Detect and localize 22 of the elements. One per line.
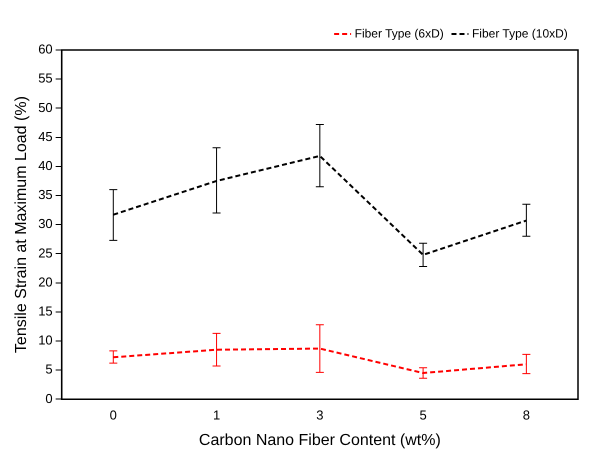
x-tick-label: 8	[522, 408, 530, 423]
y-tick-label: 5	[45, 362, 53, 377]
x-axis-title: Carbon Nano Fiber Content (wt%)	[198, 432, 441, 449]
y-tick-label: 45	[38, 128, 53, 144]
y-axis-title: Tensile Strain at Maximum Load (%)	[13, 96, 30, 354]
x-tick-label: 5	[419, 408, 427, 423]
legend-label: Fiber Type (6xD)	[354, 26, 444, 40]
y-tick-label: 0	[45, 390, 53, 406]
x-tick-label: 0	[110, 408, 117, 423]
y-tick-label: 50	[38, 100, 53, 115]
y-tick-label: 30	[38, 216, 53, 232]
y-tick-label: 35	[38, 187, 53, 202]
y-tick-label: 55	[38, 70, 53, 86]
y-tick-label: 25	[38, 245, 53, 260]
legend-label: Fiber Type (10xD)	[472, 26, 568, 40]
y-tick-label: 60	[38, 42, 53, 57]
y-tick-label: 10	[38, 332, 53, 348]
y-tick-label: 15	[38, 303, 53, 318]
x-tick-label: 1	[212, 408, 220, 423]
y-tick-label: 20	[38, 274, 53, 290]
y-tick-label: 40	[38, 158, 53, 173]
x-tick-label: 3	[316, 408, 324, 423]
